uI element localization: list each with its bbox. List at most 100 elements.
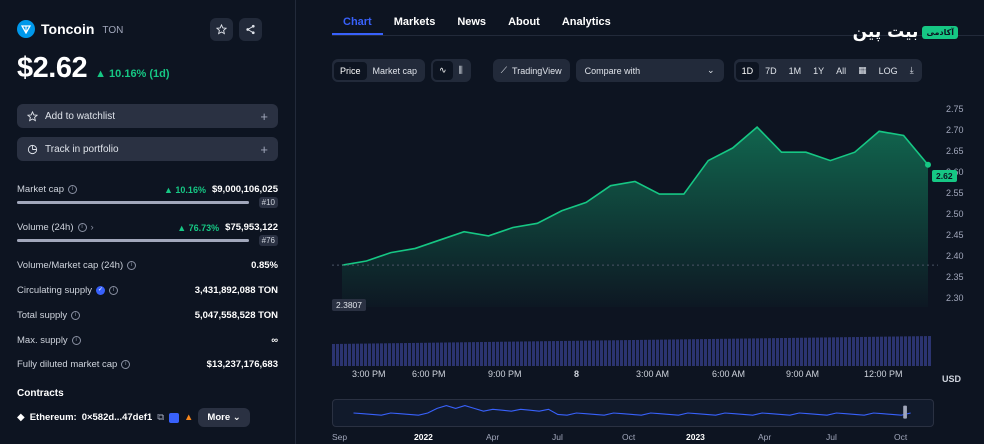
line-chart-icon[interactable]: ∿ <box>433 61 453 80</box>
brand-name: بیت پین <box>852 22 919 42</box>
range-all[interactable]: All <box>836 65 847 76</box>
range-7d[interactable]: 7D <box>765 65 777 76</box>
share-button[interactable] <box>239 18 262 41</box>
volume-bar <box>680 339 683 366</box>
volume-bar <box>484 341 487 366</box>
tab-markets[interactable]: Markets <box>393 16 436 28</box>
market-cap-rank-bar: #10 <box>17 197 278 208</box>
info-icon[interactable]: i <box>77 223 87 232</box>
metamask-icon[interactable]: ▲ <box>184 412 194 423</box>
tab-news[interactable]: News <box>457 16 487 28</box>
max-supply-value: ∞ <box>271 335 278 346</box>
market-cap-option[interactable]: Market cap <box>372 65 418 76</box>
volume-bar <box>528 341 531 366</box>
tradingview-button[interactable]: ⟋ TradingView <box>492 59 570 82</box>
tab-chart[interactable]: Chart <box>332 0 383 35</box>
navigator-handle[interactable] <box>903 405 907 419</box>
volume-bar <box>764 338 767 366</box>
range-1y[interactable]: 1Y <box>813 65 825 76</box>
volume-bar <box>820 337 823 366</box>
shield-icon[interactable] <box>169 412 179 423</box>
market-cap-label: Market cap i <box>17 184 77 195</box>
track-portfolio-button[interactable]: Track in portfolio + <box>17 137 278 161</box>
total-supply-label-text: Total supply <box>17 310 68 321</box>
vol-mcap-value: 0.85% <box>251 260 278 271</box>
volume-bar <box>412 342 415 366</box>
volume-bar <box>804 337 807 366</box>
verified-icon: ✓ <box>95 286 105 295</box>
price-row: $2.62 ▲ 10.16% (1d) <box>17 52 170 85</box>
market-cap-row: Market cap i ▲ 10.16% $9,000,106,025 <box>17 184 278 195</box>
add-to-watchlist-button[interactable]: Add to watchlist + <box>17 104 278 128</box>
range-1m[interactable]: 1M <box>788 65 802 76</box>
volume-bar <box>556 341 559 366</box>
more-contracts-button[interactable]: More ⌄ <box>198 408 250 427</box>
volume-bar <box>544 341 547 366</box>
tab-about[interactable]: About <box>508 16 540 28</box>
volume-bar <box>628 340 631 366</box>
info-icon[interactable]: i <box>71 336 81 345</box>
volume-value: $75,953,122 <box>225 222 278 233</box>
range-navigator[interactable] <box>332 399 934 427</box>
tab-analytics[interactable]: Analytics <box>561 16 611 28</box>
volume-bar <box>580 340 583 366</box>
info-icon[interactable]: i <box>108 286 118 295</box>
volume-bar <box>540 341 543 366</box>
volume-label-text: Volume (24h) <box>17 222 74 233</box>
tradingview-label: TradingView <box>512 65 562 76</box>
volume-bar <box>532 341 535 366</box>
navigator-tick-label: 2023 <box>686 432 705 442</box>
current-price-label: 2.62 <box>932 170 957 182</box>
contract-address[interactable]: 0×582d...47def1 <box>81 412 153 423</box>
volume-bar <box>612 340 615 366</box>
log-toggle[interactable]: LOG <box>878 65 898 76</box>
download-icon[interactable]: ⤓ <box>909 65 914 75</box>
volume-bar <box>928 336 931 366</box>
volume-bar <box>400 343 403 366</box>
volume-bar <box>700 339 703 366</box>
volume-bar <box>548 341 551 366</box>
chevron-right-icon[interactable]: › <box>90 222 94 233</box>
volume-bar <box>520 341 523 366</box>
volume-bar <box>472 342 475 366</box>
volume-bar <box>600 340 603 366</box>
volume-bar <box>908 336 911 366</box>
volume-bar <box>888 336 891 366</box>
volume-bar <box>800 337 803 366</box>
volume-market-cap-row: Volume/Market cap (24h) i 0.85% <box>17 260 278 271</box>
info-icon[interactable]: i <box>71 311 81 320</box>
rank-track <box>17 239 249 242</box>
volume-bar <box>904 336 907 366</box>
info-icon[interactable]: i <box>127 261 137 270</box>
compare-select[interactable]: Compare with ⌄ <box>575 59 724 82</box>
candlestick-icon[interactable]: ⫼ <box>458 65 463 75</box>
volume-bar <box>852 337 855 366</box>
volume-bar <box>860 336 863 366</box>
price-chart[interactable] <box>332 98 938 366</box>
contract-chain: Ethereum: <box>29 412 77 423</box>
tab-bar: Chart Markets News About Analytics <box>332 0 984 36</box>
star-button[interactable] <box>210 18 233 41</box>
volume-bar <box>856 337 859 366</box>
price-option[interactable]: Price <box>334 61 367 80</box>
volume-bar <box>636 339 639 366</box>
coin-price: $2.62 <box>17 52 88 84</box>
range-1d[interactable]: 1D <box>735 61 760 80</box>
volume-bar <box>656 339 659 366</box>
volume-bar <box>408 342 411 366</box>
volume-bar <box>616 340 619 366</box>
volume-bar <box>760 338 763 366</box>
volume-bar <box>920 336 923 366</box>
calendar-icon[interactable]: ▦ <box>858 65 867 75</box>
info-icon[interactable]: i <box>68 185 77 194</box>
total-supply-row: Total supply i 5,047,558,528 TON <box>17 310 278 321</box>
volume-bar <box>596 340 599 366</box>
info-icon[interactable]: i <box>121 360 131 369</box>
volume-label: Volume (24h) i › <box>17 222 94 233</box>
brand-watermark: بیت پین آکادمی <box>853 22 958 42</box>
volume-bar <box>432 342 435 366</box>
market-cap-change: ▲ 10.16% <box>164 184 206 195</box>
copy-icon[interactable]: ⧉ <box>157 412 164 423</box>
volume-bar <box>608 340 611 366</box>
volume-bar <box>772 338 775 366</box>
